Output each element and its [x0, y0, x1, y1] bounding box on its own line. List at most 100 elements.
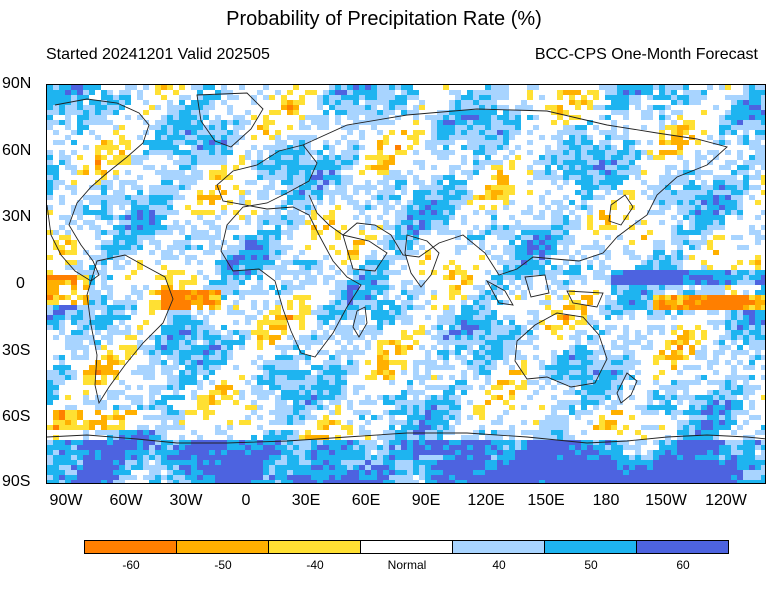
field-cell	[401, 255, 407, 260]
field-cell	[275, 130, 281, 135]
field-cell	[761, 95, 765, 100]
field-cell	[413, 395, 419, 400]
field-cell	[581, 380, 587, 385]
field-cell	[353, 285, 359, 290]
field-cell	[275, 255, 281, 260]
field-cell	[179, 155, 185, 160]
field-cell	[233, 125, 239, 130]
field-cell	[563, 90, 569, 95]
field-cell	[65, 365, 71, 370]
field-cell	[761, 325, 765, 330]
field-cell	[347, 250, 353, 255]
field-cell	[191, 105, 197, 110]
field-cell	[449, 205, 455, 210]
field-cell	[413, 110, 419, 115]
field-cell	[395, 145, 401, 150]
field-cell	[197, 245, 203, 250]
field-cell	[515, 125, 521, 130]
field-cell	[665, 285, 671, 290]
field-cell	[647, 110, 653, 115]
field-cell	[107, 95, 113, 100]
field-cell	[575, 215, 581, 220]
field-cell	[737, 275, 743, 280]
field-cell	[257, 265, 263, 270]
field-cell	[635, 295, 641, 300]
field-cell	[47, 270, 53, 275]
field-cell	[293, 105, 299, 110]
field-cell	[107, 180, 113, 185]
field-cell	[47, 325, 53, 330]
field-cell	[719, 120, 725, 125]
field-cell	[59, 140, 65, 145]
field-cell	[401, 330, 407, 335]
field-cell	[221, 270, 227, 275]
field-cell	[335, 330, 341, 335]
field-cell	[635, 255, 641, 260]
field-cell	[59, 280, 65, 285]
field-cell	[407, 250, 413, 255]
field-cell	[491, 215, 497, 220]
field-cell	[569, 95, 575, 100]
field-cell	[719, 305, 725, 310]
field-cell	[467, 230, 473, 235]
field-cell	[539, 230, 545, 235]
field-cell	[473, 135, 479, 140]
field-cell	[311, 150, 317, 155]
field-cell	[413, 190, 419, 195]
field-cell	[251, 160, 257, 165]
field-cell	[239, 120, 245, 125]
field-cell	[329, 380, 335, 385]
field-cell	[653, 395, 659, 400]
field-cell	[377, 355, 383, 360]
field-cell	[263, 175, 269, 180]
field-cell	[53, 230, 59, 235]
field-cell	[155, 355, 161, 360]
field-cell	[209, 380, 215, 385]
field-cell	[629, 305, 635, 310]
field-cell	[299, 175, 305, 180]
field-cell	[587, 180, 593, 185]
field-cell	[743, 315, 749, 320]
field-cell	[413, 135, 419, 140]
field-cell	[275, 205, 281, 210]
field-cell	[83, 250, 89, 255]
field-cell	[485, 160, 491, 165]
field-cell	[491, 340, 497, 345]
field-cell	[449, 125, 455, 130]
field-cell	[689, 210, 695, 215]
field-cell	[731, 120, 737, 125]
field-cell	[395, 195, 401, 200]
field-cell	[101, 210, 107, 215]
field-cell	[281, 160, 287, 165]
field-cell	[509, 345, 515, 350]
field-cell	[479, 340, 485, 345]
field-cell	[617, 355, 623, 360]
field-cell	[353, 305, 359, 310]
field-cell	[299, 120, 305, 125]
field-cell	[401, 220, 407, 225]
field-cell	[281, 395, 287, 400]
field-cell	[77, 270, 83, 275]
field-cell	[725, 385, 731, 390]
field-cell	[395, 235, 401, 240]
field-cell	[737, 345, 743, 350]
field-cell	[467, 350, 473, 355]
field-cell	[335, 250, 341, 255]
field-cell	[257, 275, 263, 280]
field-cell	[203, 325, 209, 330]
field-cell	[425, 190, 431, 195]
field-cell	[293, 270, 299, 275]
field-cell	[401, 345, 407, 350]
field-cell	[197, 200, 203, 205]
field-cell	[455, 320, 461, 325]
field-cell	[275, 110, 281, 115]
field-cell	[677, 335, 683, 340]
field-cell	[191, 380, 197, 385]
field-cell	[281, 245, 287, 250]
field-cell	[617, 305, 623, 310]
field-cell	[563, 355, 569, 360]
field-cell	[137, 235, 143, 240]
field-cell	[749, 330, 755, 335]
field-cell	[203, 300, 209, 305]
field-cell	[305, 310, 311, 315]
